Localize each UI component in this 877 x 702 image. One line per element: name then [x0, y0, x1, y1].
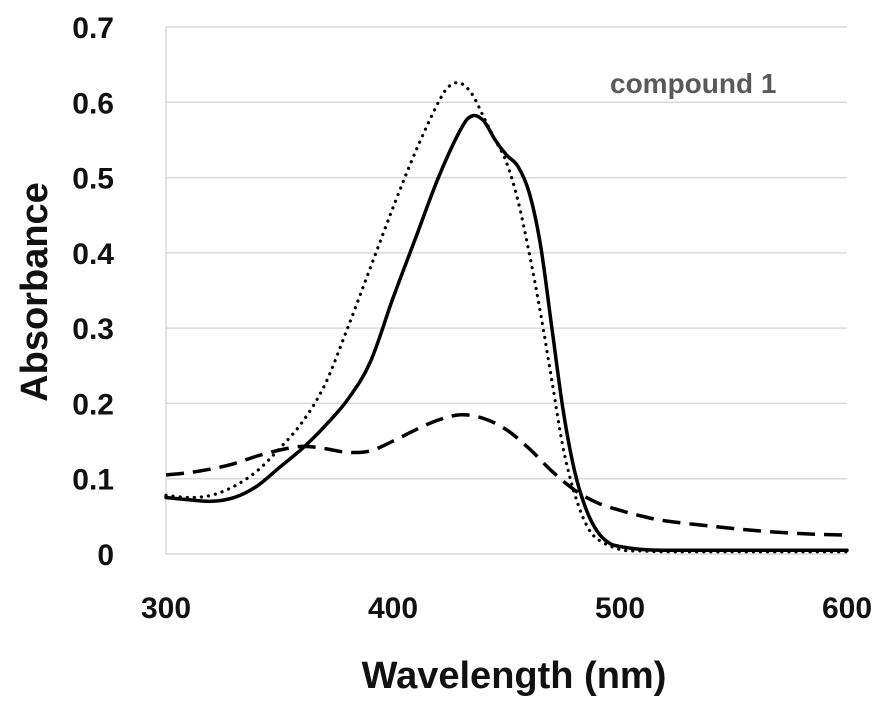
gridlines — [166, 26, 847, 480]
y-axis-title: Absorbance — [14, 182, 56, 402]
series-line-solid — [164, 113, 849, 553]
y-tick-label: 0.7 — [72, 12, 114, 45]
axes — [165, 27, 847, 555]
x-tick-label: 400 — [368, 592, 418, 625]
y-tick-label: 0.3 — [72, 313, 114, 346]
tick-labels: 0 0.1 0.2 0.3 0.4 0.5 0.6 0.7 300 400 500 600 — [72, 12, 872, 625]
y-tick-label: 0.1 — [72, 464, 114, 497]
y-tick-label: 0.6 — [72, 87, 114, 120]
x-tick-label: 600 — [822, 592, 872, 625]
y-tick-label: 0.4 — [72, 238, 114, 271]
y-tick-label: 0.2 — [72, 388, 114, 421]
series-lines — [164, 81, 849, 554]
x-axis-title: Wavelength (nm) — [362, 655, 667, 697]
y-tick-label: 0 — [97, 539, 114, 572]
series-line-dashed — [165, 412, 848, 537]
y-tick-label: 0.5 — [72, 163, 114, 196]
series-line-dotted — [164, 81, 849, 554]
annotation-label: compound 1 — [610, 68, 776, 99]
x-tick-label: 300 — [141, 592, 191, 625]
x-tick-label: 500 — [595, 592, 645, 625]
